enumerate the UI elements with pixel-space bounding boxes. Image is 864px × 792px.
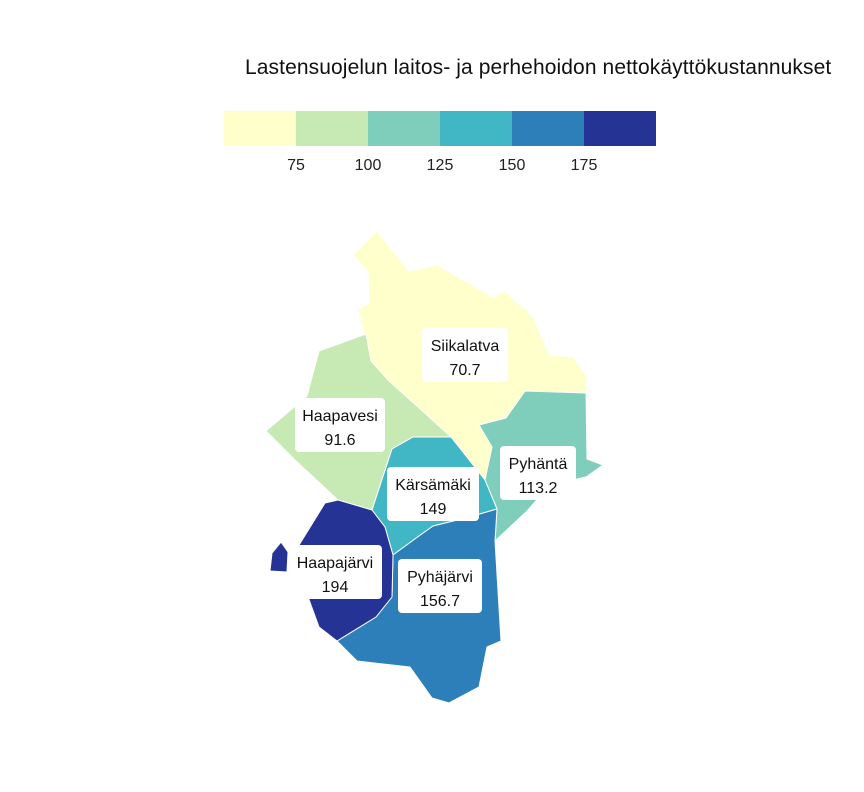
legend-swatch — [368, 111, 440, 146]
legend: 75 100 125 150 175 — [224, 111, 656, 174]
label-name: Pyhäntä — [509, 456, 568, 473]
legend-tick: 75 — [287, 157, 305, 174]
label-pyhanta: Pyhäntä 113.2 — [500, 446, 576, 500]
legend-swatch — [440, 111, 512, 146]
label-value: 149 — [420, 501, 447, 518]
legend-tick: 175 — [571, 157, 598, 174]
label-pyhajarvi: Pyhäjärvi 156.7 — [398, 559, 482, 613]
label-siikalatva: Siikalatva 70.7 — [422, 328, 508, 382]
label-haapajarvi: Haapajärvi 194 — [288, 545, 382, 599]
label-name: Kärsämäki — [395, 477, 471, 494]
label-value: 91.6 — [324, 432, 355, 449]
legend-swatch — [512, 111, 584, 146]
legend-swatch — [224, 111, 296, 146]
label-value: 113.2 — [519, 480, 558, 497]
label-name: Siikalatva — [431, 338, 500, 355]
legend-swatch — [296, 111, 368, 146]
legend-tick: 125 — [427, 157, 454, 174]
legend-tick: 100 — [355, 157, 382, 174]
label-value: 194 — [322, 579, 349, 596]
legend-tick: 150 — [499, 157, 526, 174]
label-value: 70.7 — [449, 362, 480, 379]
region-haapajarvi-islet[interactable] — [269, 541, 289, 573]
legend-swatch — [584, 111, 656, 146]
label-name: Pyhäjärvi — [407, 569, 473, 586]
label-name: Haapavesi — [302, 408, 378, 425]
map-title: Lastensuojelun laitos- ja perhehoidon ne… — [245, 56, 832, 79]
label-haapavesi: Haapavesi 91.6 — [295, 398, 385, 452]
label-karsamaki: Kärsämäki 149 — [387, 467, 479, 521]
label-value: 156.7 — [420, 593, 460, 610]
region-labels: Siikalatva 70.7 Haapavesi 91.6 Pyhäntä 1… — [288, 328, 576, 613]
label-name: Haapajärvi — [297, 555, 373, 572]
